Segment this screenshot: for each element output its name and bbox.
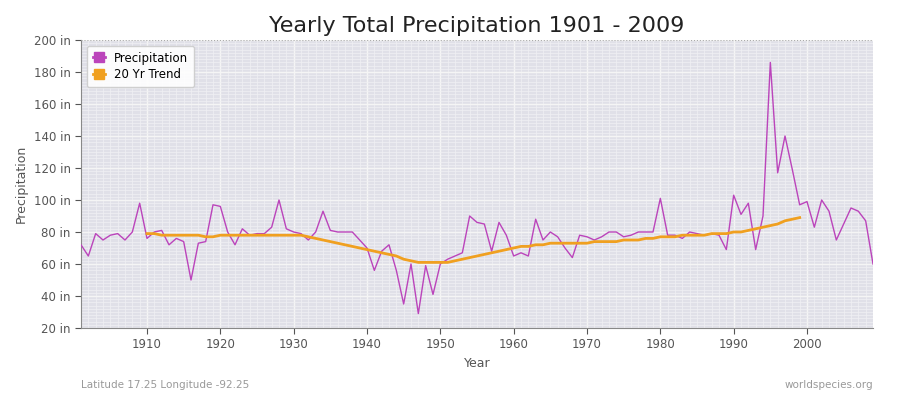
Text: worldspecies.org: worldspecies.org [785,380,873,390]
Y-axis label: Precipitation: Precipitation [15,145,28,223]
Legend: Precipitation, 20 Yr Trend: Precipitation, 20 Yr Trend [87,46,194,87]
Title: Yearly Total Precipitation 1901 - 2009: Yearly Total Precipitation 1901 - 2009 [269,16,685,36]
Text: Latitude 17.25 Longitude -92.25: Latitude 17.25 Longitude -92.25 [81,380,249,390]
X-axis label: Year: Year [464,357,490,370]
